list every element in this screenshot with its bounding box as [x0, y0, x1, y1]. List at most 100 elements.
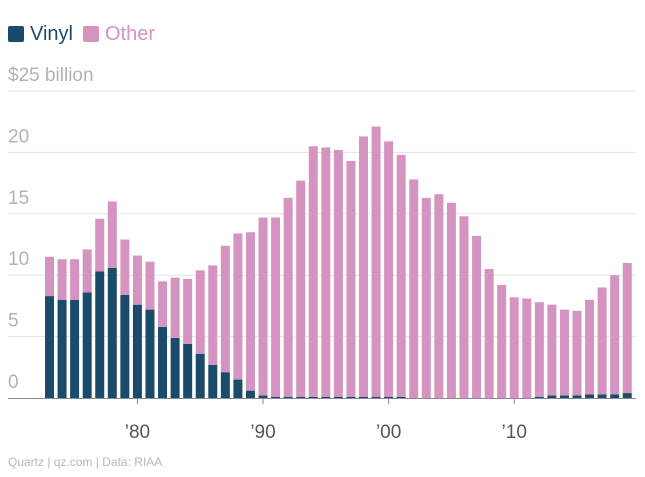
- bar-other-1973: [45, 256, 54, 297]
- bar-vinyl-1990: [258, 395, 268, 398]
- bar-other-1987: [220, 245, 230, 373]
- bar-vinyl-1989: [245, 390, 255, 398]
- bar-vinyl-1986: [208, 364, 218, 398]
- bar-other-1976: [82, 249, 92, 293]
- bar-vinyl-2014: [559, 395, 569, 398]
- bar-other-1996: [333, 149, 343, 397]
- bar-other-1998: [359, 136, 368, 397]
- bar-other-1986: [208, 265, 218, 365]
- bar-other-2003: [421, 197, 431, 398]
- bar-other-1985: [195, 270, 205, 354]
- bar-other-1980: [132, 255, 142, 305]
- bar-other-2001: [396, 154, 406, 397]
- bar-other-1975: [70, 259, 80, 300]
- bar-vinyl-1988: [233, 379, 243, 398]
- bar-vinyl-2017: [597, 394, 607, 398]
- bar-other-2013: [547, 304, 557, 396]
- bar-other-2009: [497, 285, 507, 398]
- legend-swatch-vinyl: [8, 26, 24, 42]
- bar-other-1994: [308, 146, 318, 397]
- bar-other-1990: [258, 217, 268, 396]
- bar-vinyl-1992: [283, 396, 293, 398]
- legend-label-other: Other: [105, 23, 156, 45]
- bar-vinyl-1976: [82, 292, 92, 398]
- bar-other-2018: [610, 275, 620, 395]
- bar-vinyl-2019: [622, 393, 632, 398]
- bar-other-2011: [522, 298, 532, 398]
- bar-other-2012: [534, 302, 544, 397]
- bar-other-2008: [484, 269, 494, 398]
- bar-vinyl-1985: [195, 353, 205, 398]
- bar-vinyl-1977: [95, 271, 105, 398]
- bar-other-1983: [170, 277, 180, 338]
- bar-other-2006: [459, 216, 469, 398]
- bar-vinyl-1983: [170, 337, 180, 398]
- bar-other-1984: [183, 278, 193, 344]
- bar-other-1981: [145, 261, 155, 310]
- bar-vinyl-1996: [333, 396, 343, 398]
- bar-other-2000: [384, 141, 394, 397]
- y-tick-label-5: 5: [8, 311, 19, 332]
- bar-other-2015: [572, 310, 582, 396]
- bar-vinyl-1999: [371, 396, 381, 398]
- bar-other-2019: [622, 262, 632, 394]
- bar-other-1989: [245, 232, 255, 391]
- y-tick-label-15: 15: [8, 188, 29, 209]
- bar-vinyl-2001: [396, 396, 406, 398]
- bar-other-1978: [107, 201, 117, 268]
- bar-vinyl-2012: [534, 396, 544, 398]
- legend-item-other: Other: [83, 23, 155, 45]
- bar-other-1991: [271, 217, 281, 397]
- bar-other-1999: [371, 126, 381, 397]
- bar-other-1992: [283, 197, 293, 397]
- x-tick-label-2000: ’00: [376, 422, 401, 443]
- bar-other-1982: [158, 281, 168, 327]
- bar-vinyl-1984: [183, 343, 193, 398]
- bar-vinyl-1995: [321, 396, 331, 398]
- bar-other-1977: [95, 218, 105, 272]
- bar-vinyl-2015: [572, 395, 582, 398]
- bar-vinyl-1975: [70, 299, 80, 398]
- bar-vinyl-1987: [220, 372, 230, 398]
- bar-vinyl-2013: [547, 395, 557, 398]
- bar-vinyl-1980: [132, 304, 142, 398]
- bar-other-2010: [509, 297, 519, 398]
- x-tick-label-1990: ’90: [250, 422, 275, 443]
- y-tick-label-0: 0: [8, 372, 19, 393]
- bar-vinyl-2000: [384, 396, 394, 398]
- legend-item-vinyl: Vinyl: [8, 23, 73, 45]
- bar-other-2002: [409, 179, 419, 398]
- bar-vinyl-1974: [57, 299, 67, 398]
- bar-other-2016: [585, 299, 595, 395]
- y-tick-label-25: $25 billion: [8, 65, 94, 86]
- bar-other-1979: [120, 239, 130, 295]
- bar-vinyl-1979: [120, 294, 130, 398]
- bar-other-1988: [233, 233, 243, 380]
- legend: Vinyl Other: [8, 23, 155, 45]
- bar-other-1995: [321, 147, 331, 397]
- y-tick-label-10: 10: [8, 249, 29, 270]
- bar-vinyl-1993: [296, 396, 306, 398]
- bar-other-2007: [472, 235, 482, 398]
- bar-vinyl-1973: [45, 296, 54, 398]
- y-tick-label-20: 20: [8, 126, 29, 147]
- bar-other-1997: [346, 161, 356, 397]
- bar-other-2005: [446, 202, 456, 398]
- legend-swatch-other: [83, 26, 99, 42]
- bar-vinyl-1982: [158, 326, 168, 398]
- legend-label-vinyl: Vinyl: [30, 23, 73, 45]
- bar-vinyl-1997: [346, 396, 356, 398]
- bar-vinyl-1998: [359, 396, 368, 398]
- bar-other-2014: [559, 309, 569, 396]
- bar-other-1993: [296, 180, 306, 397]
- bar-vinyl-2016: [585, 394, 595, 398]
- bar-vinyl-1978: [107, 267, 117, 398]
- source-credit: Quartz | qz.com | Data: RIAA: [8, 455, 163, 469]
- bar-vinyl-1981: [145, 309, 155, 398]
- x-tick-label-2010: ’10: [502, 422, 527, 443]
- bar-vinyl-1991: [271, 396, 281, 398]
- bar-other-2017: [597, 287, 607, 395]
- bar-other-2004: [434, 194, 444, 398]
- bar-vinyl-2018: [610, 394, 620, 398]
